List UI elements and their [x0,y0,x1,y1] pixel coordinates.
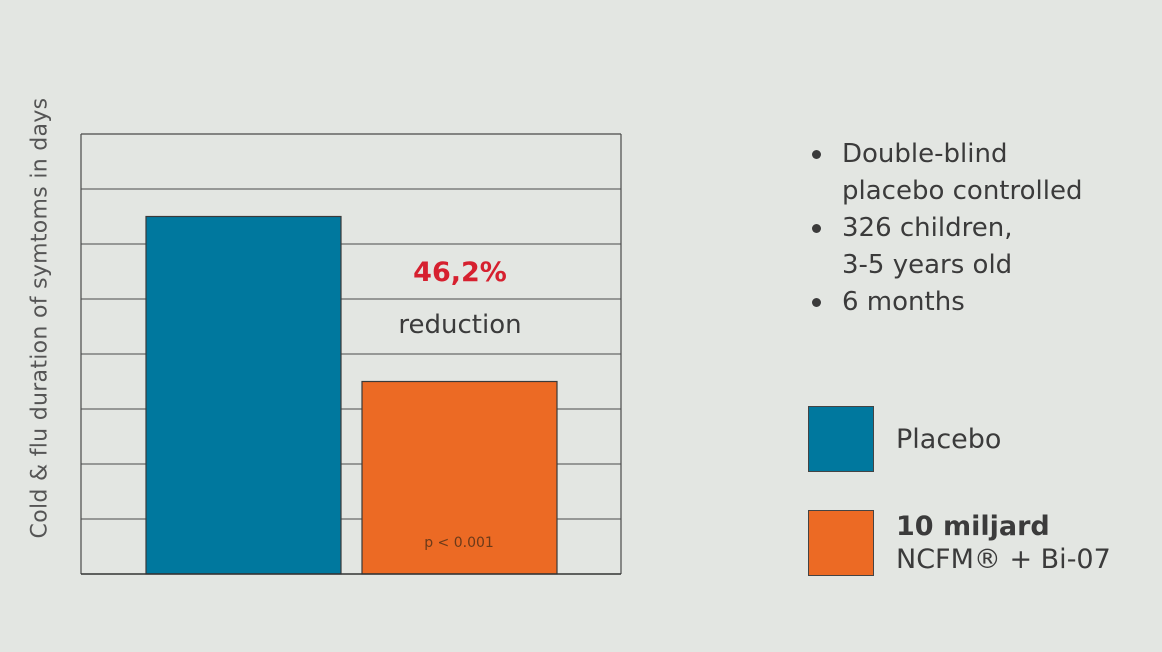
bar-treatment [361,380,558,575]
bullet-dot-icon [812,224,821,233]
legend-swatch-treatment [808,510,874,576]
legend-item-placebo: Placebo [808,406,1001,472]
study-fact-item: 326 children, 3-5 years old [808,210,1082,284]
bullet-dot-icon [812,150,821,159]
y-axis-label: Cold & flu duration of symtoms in days [27,97,53,539]
study-fact-line: 3-5 years old [842,250,1013,280]
study-fact-line: Double-blind [842,139,1008,169]
legend-label: Placebo [896,423,1002,455]
reduction-percent: 46,2% [413,257,507,288]
study-fact-item: Double-blind placebo controlled [808,136,1082,210]
bar-placebo [145,215,342,575]
study-fact-line: 326 children, [842,213,1013,243]
legend-sublabel: NCFM® + Bi-07 [896,544,1111,575]
legend-item-treatment: 10 miljard NCFM® + Bi-07 [808,510,1111,576]
legend-label: 10 miljard [896,511,1050,542]
study-facts-list: Double-blind placebo controlled 326 chil… [808,136,1082,321]
legend-label-treatment: 10 miljard NCFM® + Bi-07 [896,510,1111,576]
reduction-label: reduction [398,310,522,340]
study-fact-line: 6 months [842,287,965,317]
legend-label-placebo: Placebo [896,423,1001,456]
bullet-dot-icon [812,298,821,307]
legend-swatch-placebo [808,406,874,472]
study-fact-line: placebo controlled [842,176,1083,206]
study-fact-item: 6 months [808,284,1082,321]
p-value-label: p < 0.001 [424,535,494,551]
